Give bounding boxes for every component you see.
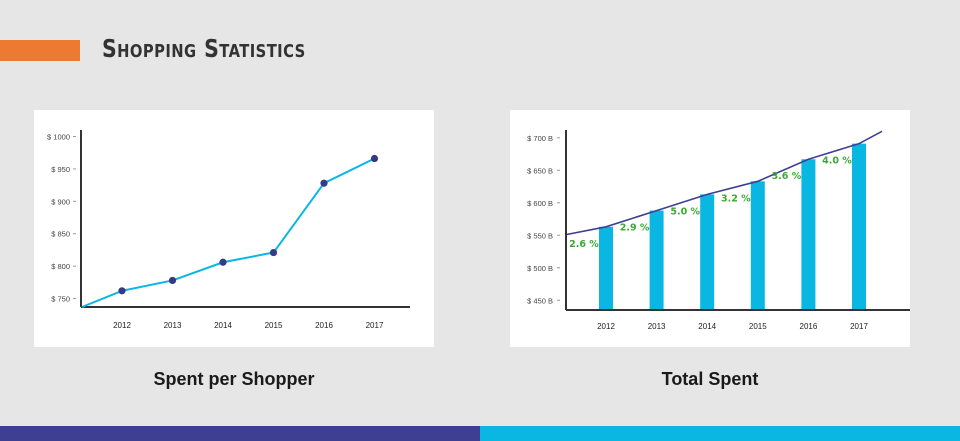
y-tick-label: $ 900	[51, 197, 70, 206]
y-tick-label: $ 550 B	[527, 231, 553, 240]
accent-bar	[0, 40, 80, 61]
data-point	[219, 258, 227, 266]
y-tick-label: $ 850	[51, 230, 70, 239]
x-tick-label: 2012	[597, 322, 615, 331]
y-tick-label: $ 950	[51, 165, 70, 174]
bar	[852, 143, 866, 310]
chart-caption-total-spent: Total Spent	[661, 369, 759, 389]
data-point	[118, 287, 126, 295]
line-chart-spent-per-shopper: $ 750 $ 800 $ 850 $ 900 $ 950 $ 1000 2012 2013 2…	[47, 130, 410, 330]
footer-stripe-right	[480, 426, 960, 441]
x-tick-label: 2016	[800, 322, 818, 331]
growth-label: 5.0 %	[670, 206, 700, 217]
x-tick-label: 2017	[850, 322, 868, 331]
x-tick-label: 2015	[749, 322, 767, 331]
x-tick-label: 2014	[214, 321, 232, 330]
y-tick-label: $ 500 B	[527, 264, 553, 273]
x-tick-label: 2014	[698, 322, 716, 331]
y-tick-label: $ 750	[51, 295, 70, 304]
data-point	[320, 179, 328, 187]
x-tick-label: 2013	[648, 322, 666, 331]
y-tick-label: $ 600 B	[527, 199, 553, 208]
series-line	[81, 157, 375, 308]
growth-label: 3.6 %	[772, 171, 802, 182]
bar	[801, 159, 816, 310]
data-point	[168, 276, 177, 285]
data-point	[269, 248, 278, 257]
y-tick-label: $ 1000	[47, 132, 70, 141]
trend-line	[565, 130, 883, 236]
growth-label: 3.2 %	[721, 193, 751, 204]
chart-caption-spent-per-shopper: Spent per Shopper	[153, 369, 315, 389]
bar	[750, 181, 765, 310]
x-tick-label: 2013	[164, 321, 182, 330]
footer-stripe-left	[0, 426, 480, 441]
chart-panel-total-spent: $ 450 B $ 500 B $ 550 B $ 600 B $ 650 B $ 700…	[510, 110, 910, 347]
growth-label: 4.0 %	[822, 156, 852, 167]
y-tick-label: $ 800	[51, 262, 70, 271]
bar	[700, 194, 715, 310]
growth-label: 2.9 %	[620, 223, 650, 234]
page-title: Shopping Statistics	[102, 34, 306, 63]
bar	[649, 210, 664, 310]
bar-chart-total-spent: $ 450 B $ 500 B $ 550 B $ 600 B $ 650 B $ 700…	[527, 130, 910, 331]
data-point	[370, 154, 379, 163]
y-tick-label: $ 650 B	[527, 166, 553, 175]
y-tick-label: $ 450 B	[527, 296, 553, 305]
x-tick-label: 2017	[366, 321, 384, 330]
x-tick-label: 2015	[265, 321, 283, 330]
y-tick-label: $ 700 B	[527, 134, 553, 143]
growth-label: 2.6 %	[569, 239, 599, 250]
x-tick-label: 2012	[113, 321, 131, 330]
x-tick-label: 2016	[315, 321, 333, 330]
chart-panel-spent-per-shopper: $ 750 $ 800 $ 850 $ 900 $ 950 $ 1000 2012 2013 2…	[34, 110, 434, 347]
bar	[599, 226, 613, 310]
